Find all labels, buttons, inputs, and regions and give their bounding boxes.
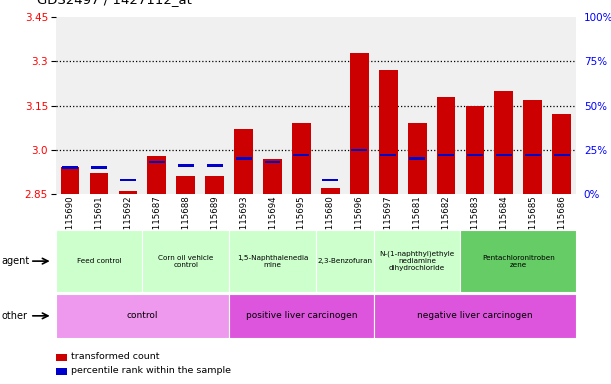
Bar <box>467 154 483 156</box>
Text: 2,3-Benzofuran: 2,3-Benzofuran <box>317 258 372 264</box>
Bar <box>56 294 229 338</box>
Text: GSM115697: GSM115697 <box>384 196 393 248</box>
Text: positive liver carcinogen: positive liver carcinogen <box>246 311 357 320</box>
Bar <box>178 164 194 167</box>
Text: GSM115681: GSM115681 <box>412 196 422 248</box>
Bar <box>265 161 280 163</box>
Text: GSM115686: GSM115686 <box>557 196 566 248</box>
Text: GSM115683: GSM115683 <box>470 196 480 248</box>
Bar <box>293 154 309 156</box>
Text: GSM115692: GSM115692 <box>123 196 133 248</box>
Text: other: other <box>1 311 27 321</box>
Bar <box>56 354 67 361</box>
Text: GSM115688: GSM115688 <box>181 196 190 248</box>
Bar <box>142 230 229 292</box>
Text: Corn oil vehicle
control: Corn oil vehicle control <box>158 255 213 268</box>
Text: GSM115696: GSM115696 <box>355 196 364 248</box>
Bar <box>552 114 571 194</box>
Bar <box>437 97 455 194</box>
Bar <box>292 123 311 194</box>
Bar <box>205 176 224 194</box>
Bar <box>323 179 338 181</box>
Text: GSM115690: GSM115690 <box>65 196 75 248</box>
Text: GSM115684: GSM115684 <box>499 196 508 248</box>
Bar <box>56 230 142 292</box>
Text: GSM115694: GSM115694 <box>268 196 277 248</box>
Bar <box>409 157 425 160</box>
Bar <box>351 149 367 151</box>
Bar <box>90 173 108 194</box>
Bar <box>554 154 569 156</box>
Text: GSM115687: GSM115687 <box>152 196 161 248</box>
Bar <box>374 294 576 338</box>
Text: GDS2497 / 1427112_at: GDS2497 / 1427112_at <box>37 0 192 6</box>
Text: GSM115689: GSM115689 <box>210 196 219 248</box>
Bar <box>316 230 374 292</box>
Bar <box>380 154 396 156</box>
Bar <box>120 179 136 181</box>
Bar <box>379 70 398 194</box>
Bar <box>438 154 454 156</box>
Bar <box>119 191 137 194</box>
Text: N-(1-naphthyl)ethyle
nediamine
dihydrochloride: N-(1-naphthyl)ethyle nediamine dihydroch… <box>379 251 455 271</box>
Text: control: control <box>126 311 158 320</box>
Text: GSM115695: GSM115695 <box>297 196 306 248</box>
Text: transformed count: transformed count <box>71 352 159 361</box>
Bar <box>374 230 461 292</box>
Text: GSM115682: GSM115682 <box>442 196 450 248</box>
Bar <box>91 166 107 169</box>
Bar <box>494 91 513 194</box>
Bar <box>229 230 316 292</box>
Text: GSM115691: GSM115691 <box>95 196 103 248</box>
Bar <box>207 164 222 167</box>
Bar <box>350 53 368 194</box>
Bar <box>229 294 374 338</box>
Bar <box>149 161 165 163</box>
Bar <box>263 159 282 194</box>
Bar <box>461 230 576 292</box>
Text: GSM115680: GSM115680 <box>326 196 335 248</box>
Text: percentile rank within the sample: percentile rank within the sample <box>71 366 231 375</box>
Bar <box>56 368 67 375</box>
Text: agent: agent <box>1 256 29 266</box>
Bar <box>234 129 253 194</box>
Bar <box>525 154 541 156</box>
Text: 1,5-Naphthalenedia
mine: 1,5-Naphthalenedia mine <box>237 255 308 268</box>
Bar <box>147 156 166 194</box>
Text: GSM115685: GSM115685 <box>529 196 537 248</box>
Bar <box>496 154 512 156</box>
Text: Pentachloronitroben
zene: Pentachloronitroben zene <box>482 255 555 268</box>
Bar <box>321 188 340 194</box>
Bar <box>62 166 78 169</box>
Bar <box>236 157 252 160</box>
Bar <box>408 123 426 194</box>
Bar <box>60 167 79 194</box>
Bar <box>466 106 485 194</box>
Text: Feed control: Feed control <box>76 258 122 264</box>
Text: GSM115693: GSM115693 <box>239 196 248 248</box>
Bar <box>177 176 195 194</box>
Text: negative liver carcinogen: negative liver carcinogen <box>417 311 533 320</box>
Bar <box>524 100 542 194</box>
